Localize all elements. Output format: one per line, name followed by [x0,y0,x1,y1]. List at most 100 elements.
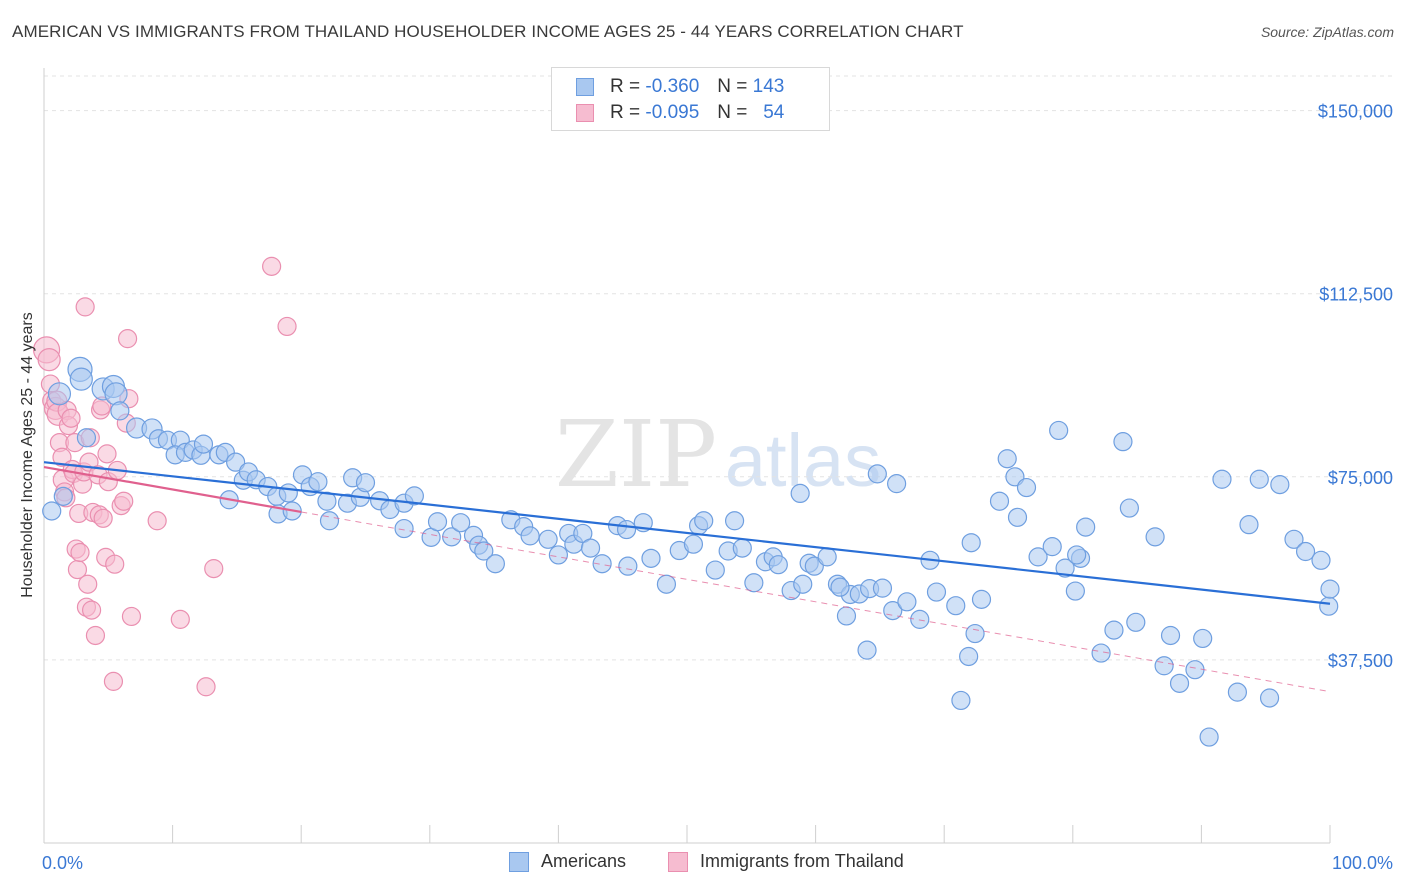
thailand-swatch [668,851,688,872]
thailand-point [117,329,138,349]
legend-swatch-pink [576,104,594,122]
legend-n-value: 54 [763,102,785,123]
thailand-point [37,348,61,372]
american-point [1119,498,1139,518]
x-axis [43,68,1331,844]
american-point [897,592,917,612]
american-point [656,574,677,594]
american-point [830,577,850,597]
american-point [836,606,857,626]
american-point [883,600,903,621]
american-point [1091,643,1111,663]
american-point [768,555,788,575]
american-point [53,486,73,506]
american-point [485,554,505,574]
american-point [1076,517,1096,537]
american-point [1185,660,1205,680]
american-point [616,519,637,540]
legend-r-value: -0.095 [645,102,700,123]
thailand-trend-extension [301,511,1331,693]
american-point [1284,529,1304,549]
american-point [1126,612,1146,632]
american-point [1055,558,1075,578]
american-point [724,511,745,531]
american-point [1160,625,1181,646]
american-point [965,623,985,644]
american-point [641,548,661,568]
legend-n-label: N = [717,76,748,97]
american-point [1193,628,1213,649]
american-point [1311,550,1331,570]
y-tick-label: $150,000 [1318,102,1393,122]
american-point [793,574,813,594]
american-point [683,534,704,554]
american-point [872,578,893,598]
thailand-point [170,609,190,629]
thailand-trend-line [43,465,302,514]
american-point [951,690,971,711]
thailand-point [204,559,224,579]
american-point [47,382,72,406]
thailand-point [70,542,90,563]
legend-item-americans[interactable]: Americans [509,851,626,872]
american-point [1295,541,1316,562]
american-point [817,547,837,567]
y-axis-label: Householder Income Ages 25 - 44 years [19,312,36,598]
legend-row-americans: R = -0.360 N = 143 [576,75,784,99]
americans-trend-line [43,461,1331,605]
american-point [804,556,824,576]
thailand-point [52,447,72,467]
legend-swatch-blue [576,78,594,96]
y-tick-labels: $37,500 $75,000 $112,500 $150,000 [1318,102,1393,671]
thailand-point [262,256,282,276]
american-point [1007,507,1028,527]
chart-title: AMERICAN VS IMMIGRANTS FROM THAILAND HOU… [12,22,964,41]
american-point [592,554,612,574]
american-point [971,589,992,609]
american-point [1042,537,1062,557]
legend-row-thailand: R = -0.095 N = 54 [576,101,784,125]
thailand-point [75,297,95,317]
american-point [959,646,979,667]
thailand-point [121,606,142,627]
american-point [618,556,638,576]
american-point [790,483,810,504]
american-point [961,533,981,553]
legend-r-label: R = [610,76,641,97]
american-point [1113,432,1133,452]
legend-r-value: -0.360 [645,76,700,97]
american-point [580,538,601,558]
legend-item-thailand[interactable]: Immigrants from Thailand [668,851,904,872]
thailand-point [93,508,113,528]
y-tick-label: $37,500 [1328,651,1393,671]
american-point [705,560,725,580]
american-point [404,486,424,506]
thailand-point [105,554,125,574]
americans-label: Americans [541,851,627,871]
american-point [193,434,214,454]
american-point [76,428,97,448]
thailand-point [78,574,98,594]
legend-r-label: R = [610,102,641,123]
thailand-point [97,444,117,464]
thailand-point [114,491,134,511]
american-point [1104,620,1124,640]
americans-swatch [509,851,529,872]
american-point [1154,656,1174,676]
legend-n-value: 143 [752,76,785,97]
american-point [887,474,907,494]
american-point [226,452,246,472]
thailand-point [81,600,102,620]
correlation-legend: R = -0.360 N = 143 R = -0.095 N = 54 [551,67,830,131]
americans-series [42,356,1340,747]
american-point [278,483,298,503]
y-tick-label: $112,500 [1319,285,1393,305]
american-point [1199,727,1219,747]
american-point [520,526,540,546]
american-point [308,472,328,492]
american-point [867,464,887,484]
american-point [69,367,93,391]
thailand-label: Immigrants from Thailand [700,851,904,871]
x-min-label: 0.0% [42,853,84,873]
american-point [42,501,62,521]
